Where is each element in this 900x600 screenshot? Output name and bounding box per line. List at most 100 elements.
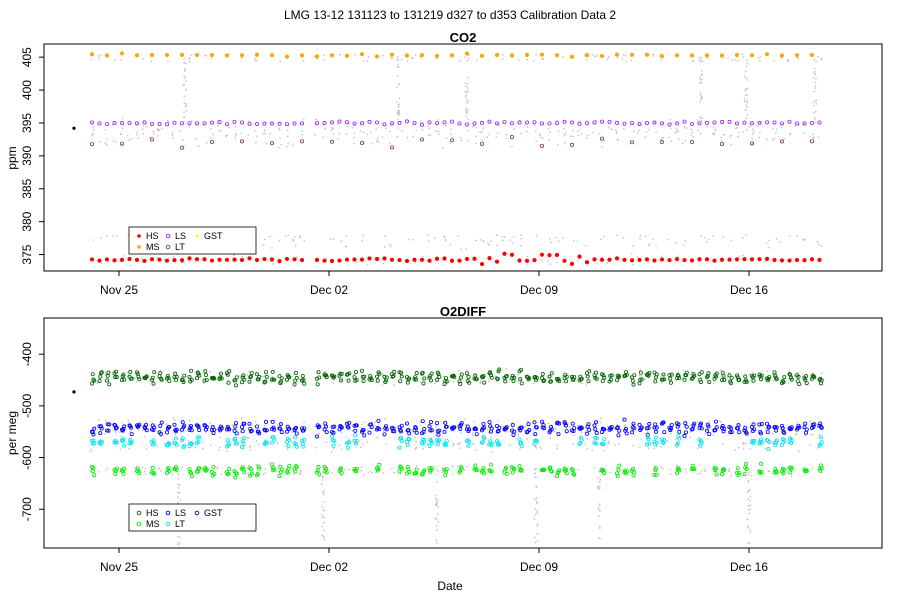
series-point-ls [151,427,156,432]
raw-point [385,127,387,130]
series-point-ms [736,472,741,477]
raw-point [398,82,400,85]
raw-point [682,369,685,371]
raw-point [479,381,482,384]
series-point-hs [151,381,156,386]
raw-point [344,469,347,471]
series-point-hs [556,377,561,382]
series-point-ls [324,430,329,435]
raw-point [495,135,497,138]
series-point-ms [269,53,275,58]
raw-point [817,243,820,245]
o2diff-legend-gst: GST [204,508,223,518]
raw-point [92,132,94,135]
series-point-hs [353,370,358,375]
raw-point [475,449,477,451]
raw-point [572,129,574,132]
series-point-ms [354,466,359,471]
o2diff-legend-lt: LT [175,519,185,529]
series-point-ls [158,431,163,436]
series-point-ms [329,53,335,58]
raw-point [183,261,185,264]
series-point-ls [189,428,194,433]
raw-point [172,255,175,258]
series-point-ms [249,471,254,476]
series-point-hs [662,377,667,382]
raw-point [565,131,567,134]
series-point-hs [614,256,620,261]
raw-point [745,70,747,73]
raw-point [570,380,572,383]
raw-point [533,536,536,539]
raw-point [466,98,468,101]
series-point-lt [92,441,97,446]
series-point-hs [819,378,824,383]
raw-point [814,85,817,88]
raw-point [362,59,365,62]
series-point-hs [509,376,514,381]
raw-point [636,132,639,134]
series-point-ms [713,468,718,473]
raw-point [520,234,522,237]
series-point-hs [579,376,584,381]
raw-point [112,234,115,237]
series-point-ms [481,466,486,471]
series-point-ms [271,465,276,470]
raw-point [457,465,459,468]
series-point-hs [764,256,770,262]
series-point-ms [209,469,214,474]
raw-point [467,76,470,79]
series-point-ls [90,120,95,125]
raw-point [505,137,508,139]
series-point-hs [239,257,245,263]
raw-point [745,234,747,236]
series-point-ms [459,466,464,471]
raw-point [435,504,437,506]
series-point-ls [759,431,764,436]
co2-y-label: ppm [5,146,19,169]
series-point-hs [570,374,575,379]
raw-point [127,419,130,422]
series-point-hs [272,377,277,382]
raw-point [699,117,702,120]
raw-point [385,443,387,446]
raw-point [216,466,219,469]
series-point-hs [389,257,395,262]
raw-point [757,57,759,59]
series-point-hs [479,261,485,267]
raw-point [137,137,140,139]
co2-series-points [72,51,822,267]
raw-point [216,468,219,470]
series-point-hs [637,381,642,386]
raw-point [370,142,373,145]
series-point-ls [92,426,97,431]
series-point-ls [542,426,547,431]
raw-point [661,137,663,140]
series-point-ms [555,474,560,479]
series-point-ms [572,472,577,477]
raw-point [746,106,748,108]
raw-point [420,121,422,123]
raw-point [471,434,474,436]
series-point-ms [279,467,284,472]
series-point-ls [667,122,672,127]
series-point-ls [637,122,642,127]
series-point-hs [197,373,202,378]
raw-point [534,508,537,510]
series-point-lt [437,437,442,442]
series-point-ls [114,426,119,431]
series-point-lt [819,440,824,445]
raw-point [746,101,749,104]
series-point-ms [602,471,607,476]
series-point-hs [464,256,470,262]
raw-point [746,518,749,521]
series-point-ms [803,469,808,474]
raw-point [795,434,797,436]
series-point-ls [466,429,471,434]
series-point-hs [294,375,299,380]
series-point-ms [242,470,247,475]
series-point-ms [224,53,230,58]
raw-point [129,430,132,433]
series-point-hs [249,371,254,376]
series-point-hs [248,375,253,380]
